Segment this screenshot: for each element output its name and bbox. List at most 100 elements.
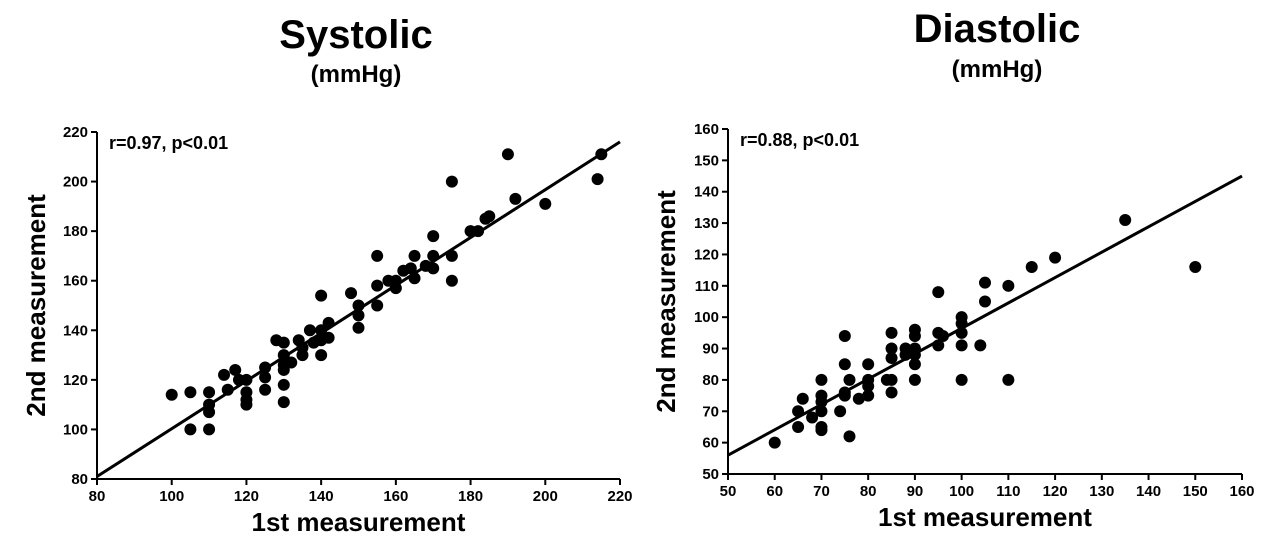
data-point <box>371 249 384 262</box>
data-point <box>408 272 421 285</box>
y-tick-label: 70 <box>702 403 719 420</box>
data-point <box>1002 279 1015 292</box>
data-point <box>427 249 440 262</box>
chart-title: Systolic <box>279 13 432 57</box>
data-point <box>445 249 458 262</box>
data-point <box>955 326 968 339</box>
annotation: r=0.97, p<0.01 <box>109 133 228 153</box>
chart-subtitle: (mmHg) <box>952 56 1043 83</box>
data-point <box>908 373 921 386</box>
x-tick-label: 80 <box>89 488 106 505</box>
data-point <box>862 389 875 402</box>
y-tick-label: 140 <box>63 322 88 339</box>
data-point <box>240 398 253 411</box>
data-point <box>899 348 912 361</box>
data-point <box>979 276 991 289</box>
data-point <box>277 378 290 391</box>
data-point <box>221 383 234 396</box>
data-point <box>1002 373 1015 386</box>
data-point <box>315 349 328 362</box>
data-point <box>838 389 851 402</box>
y-tick-label: 50 <box>702 466 719 483</box>
data-point <box>277 336 290 349</box>
data-point <box>932 339 945 352</box>
data-point <box>345 287 358 300</box>
data-point <box>936 330 949 342</box>
y-axis-label: 2nd measurement <box>651 190 681 413</box>
data-point <box>815 424 828 437</box>
x-tick-label: 110 <box>996 483 1020 500</box>
x-tick-label: 200 <box>533 488 558 505</box>
data-point <box>184 423 197 436</box>
data-point <box>815 395 828 408</box>
y-tick-label: 160 <box>63 273 88 290</box>
x-axis-label: 1st measurement <box>878 502 1092 532</box>
data-point <box>472 225 485 238</box>
data-point <box>203 423 216 436</box>
y-tick-label: 100 <box>694 309 719 326</box>
data-point <box>445 274 458 287</box>
data-point <box>806 411 819 424</box>
data-point <box>259 383 272 396</box>
data-point <box>539 197 552 210</box>
data-point <box>591 173 604 186</box>
x-tick-label: 140 <box>309 488 334 505</box>
data-point <box>371 299 384 312</box>
x-tick-label: 120 <box>234 488 259 505</box>
data-point <box>352 299 365 312</box>
data-point <box>932 286 945 299</box>
data-point <box>296 349 309 362</box>
data-point <box>184 386 197 399</box>
y-tick-label: 100 <box>63 421 88 438</box>
data-point <box>315 324 328 337</box>
data-point <box>427 262 440 275</box>
data-point <box>509 192 522 205</box>
y-tick-label: 140 <box>694 184 719 201</box>
x-tick-label: 50 <box>720 483 737 500</box>
data-point <box>885 342 898 355</box>
x-tick-label: 180 <box>458 488 483 505</box>
data-point <box>277 363 290 376</box>
data-point <box>315 289 328 302</box>
data-point <box>974 339 987 352</box>
data-point <box>427 230 440 243</box>
data-point <box>843 430 856 443</box>
data-point <box>768 436 781 449</box>
data-point <box>371 279 384 292</box>
data-point <box>1119 213 1132 226</box>
data-point <box>885 351 898 364</box>
data-point <box>285 356 298 369</box>
x-tick-label: 60 <box>766 483 783 500</box>
x-tick-label: 140 <box>1136 483 1161 500</box>
data-point <box>885 326 898 339</box>
data-point <box>203 406 216 419</box>
data-point <box>218 368 231 381</box>
data-point <box>595 148 608 161</box>
chart-subtitle: (mmHg) <box>311 61 402 88</box>
x-tick-label: 80 <box>860 483 877 500</box>
trend-line <box>727 174 1243 457</box>
data-point <box>862 380 875 393</box>
x-tick-label: 150 <box>1183 483 1208 500</box>
chart-title: Diastolic <box>914 7 1081 51</box>
data-point <box>1025 261 1038 273</box>
x-tick-label: 120 <box>1043 483 1068 500</box>
data-point <box>277 396 290 409</box>
data-point <box>240 373 253 386</box>
y-tick-label: 160 <box>694 121 719 138</box>
x-tick-label: 100 <box>159 488 184 505</box>
x-tick-label: 160 <box>383 488 408 505</box>
data-point <box>389 274 402 287</box>
y-tick-label: 220 <box>63 124 88 141</box>
data-point <box>445 175 458 188</box>
y-tick-label: 120 <box>63 372 88 389</box>
data-point <box>885 373 898 386</box>
data-point <box>792 420 805 433</box>
data-point <box>908 330 921 342</box>
x-tick-label: 90 <box>907 483 924 500</box>
data-point <box>322 316 335 329</box>
data-point <box>796 392 809 405</box>
annotation: r=0.88, p<0.01 <box>740 130 859 150</box>
y-tick-label: 130 <box>694 215 719 232</box>
